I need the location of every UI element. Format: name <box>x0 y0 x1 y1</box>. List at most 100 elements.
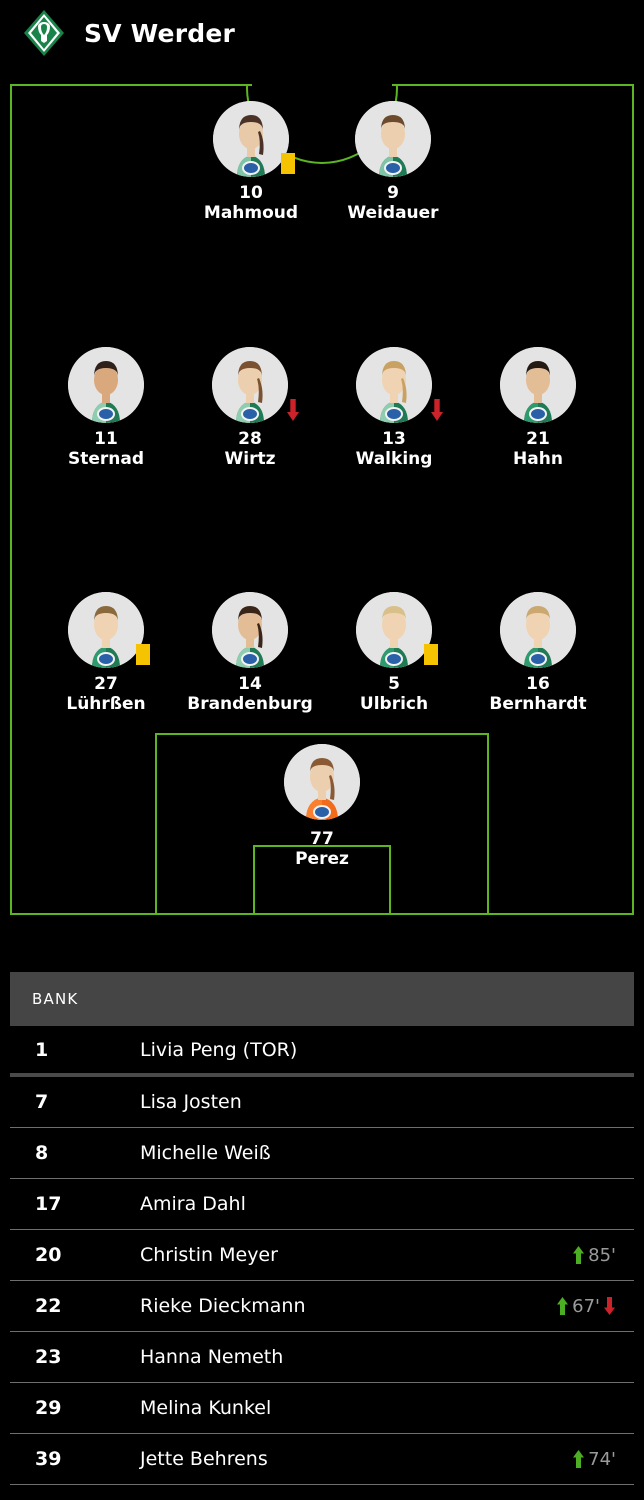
pitch: 10 Mahmoud <box>10 10 634 915</box>
player-number: 28 <box>238 429 262 449</box>
bank-row[interactable]: 23 Hanna Nemeth <box>10 1332 634 1383</box>
avatar-wrap <box>284 744 360 820</box>
formation-row-defenders: 27 Lührßen <box>12 592 632 714</box>
bank-row[interactable]: 39 Jette Behrens 74' <box>10 1434 634 1485</box>
player-number: 16 <box>526 674 550 694</box>
yellow-card-icon <box>424 644 438 665</box>
player-name: Sternad <box>67 448 145 469</box>
player-name: Weidauer <box>347 202 439 223</box>
substitution-info: 85' <box>572 1245 634 1266</box>
substitution-on-minute: 74' <box>588 1448 616 1470</box>
player-name: Hahn <box>513 448 563 469</box>
player-name: Brandenburg <box>187 693 313 714</box>
avatar-wrap <box>213 101 295 177</box>
avatar-wrap <box>356 347 443 423</box>
substitution-on-icon <box>556 1297 569 1315</box>
bank-player-number: 17 <box>35 1193 62 1215</box>
substitution-info: 74' <box>572 1449 634 1470</box>
bank-player-name: Rieke Dieckmann <box>140 1295 306 1317</box>
bank-player-number: 8 <box>35 1142 49 1164</box>
player-name: Perez <box>295 848 349 869</box>
pitch-player[interactable]: 28 Wirtz <box>195 347 305 469</box>
bank-section: BANK 1 Livia Peng (TOR) 7 Lisa Josten 8 … <box>10 972 634 1485</box>
avatar <box>213 101 289 177</box>
substitution-on-minute: 85' <box>588 1244 616 1266</box>
formation-row-forwards: 10 Mahmoud <box>12 101 632 223</box>
player-number: 21 <box>526 429 550 449</box>
bank-player-number: 7 <box>35 1091 49 1113</box>
pitch-player[interactable]: 9 Weidauer <box>338 101 448 223</box>
pitch-top-line-right <box>392 84 634 86</box>
avatar-wrap <box>212 592 288 668</box>
player-number: 77 <box>310 829 334 849</box>
avatar <box>500 347 576 423</box>
bank-player-name: Lisa Josten <box>140 1091 242 1113</box>
pitch-player[interactable]: 11 Sternad <box>51 347 161 469</box>
pitch-player[interactable]: 27 Lührßen <box>51 592 161 714</box>
bank-row[interactable]: 7 Lisa Josten <box>10 1077 634 1128</box>
yellow-card-icon <box>136 644 150 665</box>
substitution-on-icon <box>572 1450 585 1468</box>
player-number: 13 <box>382 429 406 449</box>
substitution-off-icon <box>286 399 300 421</box>
player-number: 11 <box>94 429 118 449</box>
avatar-wrap <box>500 347 576 423</box>
avatar-wrap <box>355 101 431 177</box>
player-name: Wirtz <box>224 448 276 469</box>
bank-header: BANK <box>10 972 634 1026</box>
avatar <box>356 347 432 423</box>
pitch-player[interactable]: 16 Bernhardt <box>483 592 593 714</box>
substitution-off-icon <box>430 399 444 421</box>
center-circle-mask <box>244 10 400 84</box>
bank-player-number: 22 <box>35 1295 62 1317</box>
bank-player-number: 39 <box>35 1448 62 1470</box>
avatar <box>355 101 431 177</box>
player-number: 10 <box>239 183 263 203</box>
player-number: 14 <box>238 674 262 694</box>
pitch-player[interactable]: 21 Hahn <box>483 347 593 469</box>
bank-header-label: BANK <box>32 990 79 1008</box>
pitch-player[interactable]: 77 Perez <box>267 744 377 869</box>
avatar-wrap <box>68 347 144 423</box>
bank-row[interactable]: 1 Livia Peng (TOR) <box>10 1026 634 1077</box>
pitch-player[interactable]: 10 Mahmoud <box>196 101 306 223</box>
substitution-info: 67' <box>556 1296 634 1317</box>
avatar <box>212 592 288 668</box>
bank-player-name: Amira Dahl <box>140 1193 246 1215</box>
bank-row[interactable]: 20 Christin Meyer 85' <box>10 1230 634 1281</box>
penalty-area <box>155 733 489 915</box>
bank-row[interactable]: 29 Melina Kunkel <box>10 1383 634 1434</box>
goal-area <box>253 845 391 915</box>
bank-row[interactable]: 8 Michelle Weiß <box>10 1128 634 1179</box>
substitution-on-icon <box>572 1246 585 1264</box>
avatar <box>68 592 144 668</box>
bank-row[interactable]: 17 Amira Dahl <box>10 1179 634 1230</box>
player-number: 5 <box>388 674 400 694</box>
pitch-player[interactable]: 14 Brandenburg <box>187 592 313 714</box>
bank-player-name: Hanna Nemeth <box>140 1346 284 1368</box>
pitch-top-line-left <box>10 84 252 86</box>
formation-row-goalkeeper: 77 Perez <box>12 744 632 869</box>
player-name: Ulbrich <box>359 693 429 714</box>
avatar <box>284 744 360 820</box>
avatar-wrap <box>68 592 150 668</box>
avatar <box>356 592 432 668</box>
player-name: Walking <box>355 448 433 469</box>
bank-player-number: 29 <box>35 1397 62 1419</box>
yellow-card-icon <box>281 153 295 174</box>
substitution-off-icon <box>603 1297 616 1315</box>
avatar-wrap <box>356 592 438 668</box>
player-number: 27 <box>94 674 118 694</box>
bank-player-number: 1 <box>35 1038 49 1061</box>
bank-player-name: Michelle Weiß <box>140 1142 271 1164</box>
bank-list: 1 Livia Peng (TOR) 7 Lisa Josten 8 Miche… <box>10 1026 634 1485</box>
bank-player-name: Jette Behrens <box>140 1448 268 1470</box>
bank-row[interactable]: 22 Rieke Dieckmann 67' <box>10 1281 634 1332</box>
pitch-player[interactable]: 5 Ulbrich <box>339 592 449 714</box>
pitch-player[interactable]: 13 Walking <box>339 347 449 469</box>
player-number: 9 <box>387 183 399 203</box>
substitution-on-minute: 67' <box>572 1295 600 1317</box>
player-name: Lührßen <box>66 693 146 714</box>
bank-player-name: Livia Peng (TOR) <box>140 1038 298 1061</box>
bank-player-name: Christin Meyer <box>140 1244 278 1266</box>
